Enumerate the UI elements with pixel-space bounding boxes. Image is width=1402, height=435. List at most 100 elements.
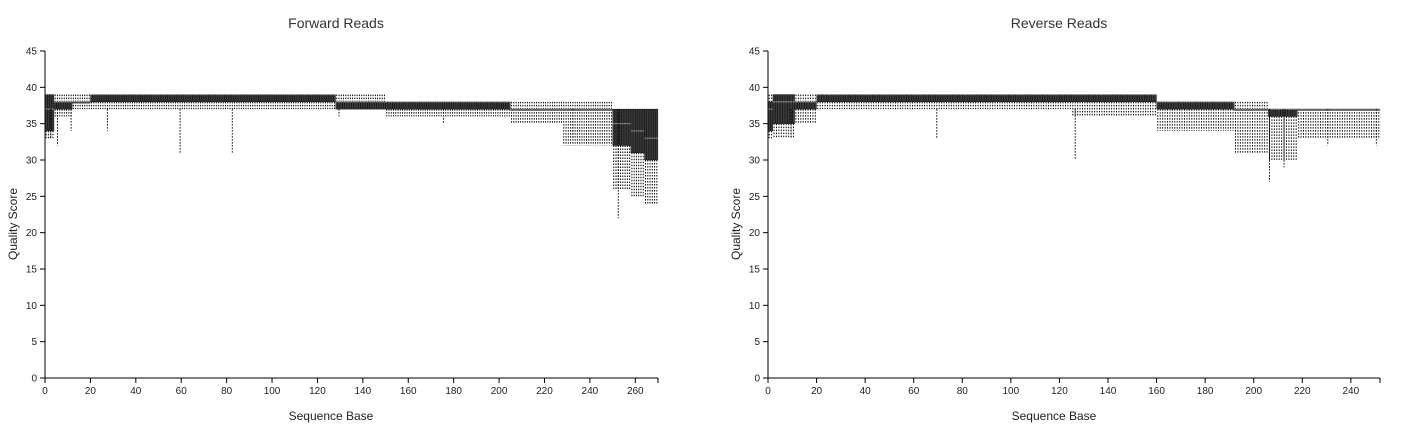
reverse-box-base: [1095, 94, 1099, 103]
reverse-box-base: [1054, 94, 1058, 103]
forward-box-base: [317, 94, 320, 103]
reverse-box-base: [860, 94, 863, 103]
forward-x-tick-label: 60: [176, 386, 188, 397]
forward-y-tick-label: 25: [26, 192, 38, 203]
forward-x-tick-label: 240: [582, 386, 599, 397]
reverse-x-tick-label: 40: [860, 386, 872, 397]
reverse-x-tick-label: 200: [1245, 386, 1262, 397]
reverse-x-tick-label: 220: [1294, 386, 1311, 397]
forward-box-base: [358, 101, 361, 110]
forward-box-base: [367, 101, 370, 110]
forward-box-base: [162, 94, 166, 103]
forward-box-base: [153, 94, 157, 103]
forward-box-base: [417, 101, 420, 110]
forward-box-base: [390, 101, 393, 110]
forward-box-base: [408, 101, 411, 110]
reverse-box-base: [930, 94, 934, 103]
reverse-y-tick-label: 5: [754, 337, 760, 348]
reverse-box-base: [976, 94, 980, 103]
forward-box-base: [360, 101, 363, 110]
forward-box-base: [626, 108, 629, 146]
forward-box-base: [376, 101, 379, 110]
reverse-box-base: [996, 94, 999, 103]
reverse-box-base: [998, 94, 1002, 103]
forward-box-base: [183, 94, 186, 103]
reverse-box-base: [1224, 101, 1228, 110]
forward-box-base: [340, 101, 343, 110]
forward-box-base: [199, 94, 202, 103]
reverse-box-base: [1039, 94, 1043, 103]
forward-box-base: [233, 94, 236, 103]
forward-box-base: [90, 94, 93, 103]
reverse-box-base: [1035, 94, 1038, 103]
forward-box-base: [63, 101, 66, 110]
forward-box-base: [419, 101, 422, 110]
reverse-box-base: [1212, 101, 1215, 110]
forward-box-base: [378, 101, 382, 110]
reverse-box-base: [925, 94, 929, 103]
reverse-box-base: [782, 94, 786, 124]
reverse-box-base: [1073, 94, 1077, 103]
reverse-box-base: [1171, 101, 1174, 110]
forward-box-base: [192, 94, 195, 103]
reverse-box-base: [775, 94, 778, 124]
forward-box-base: [149, 94, 152, 103]
reverse-box-base: [988, 94, 992, 103]
forward-box-base: [471, 101, 475, 110]
forward-box-base: [330, 94, 334, 103]
reverse-box-base: [1141, 94, 1145, 103]
forward-x-tick-label: 0: [42, 386, 48, 397]
reverse-y-tick-label: 40: [749, 83, 761, 94]
reverse-box-base: [806, 101, 810, 110]
reverse-box-base: [1156, 101, 1160, 110]
reverse-box-base: [865, 94, 868, 103]
forward-box-base: [310, 94, 313, 103]
forward-box-base: [351, 101, 354, 110]
forward-box-base: [47, 94, 50, 132]
forward-box-base: [94, 94, 98, 103]
reverse-box-base: [1273, 108, 1276, 117]
forward-x-tick-label: 180: [445, 386, 462, 397]
reverse-box-base: [879, 94, 883, 103]
forward-box-base: [290, 94, 293, 103]
reverse-box-base: [1117, 94, 1121, 103]
reverse-box-base: [784, 94, 788, 124]
reverse-box-base: [1047, 94, 1050, 103]
forward-box-base: [328, 94, 332, 103]
forward-box-base: [228, 94, 232, 103]
reverse-box-base: [1086, 94, 1089, 103]
reverse-box-base: [984, 94, 987, 103]
reverse-x-tick-label: 180: [1197, 386, 1214, 397]
forward-box-base: [446, 101, 450, 110]
reverse-box-base: [835, 94, 839, 103]
reverse-box-base: [797, 101, 800, 110]
forward-box-base: [53, 101, 57, 110]
reverse-box-base: [947, 94, 951, 103]
reverse-box-base: [1270, 108, 1274, 117]
reverse-box-base: [1066, 94, 1070, 103]
forward-x-tick-label: 260: [627, 386, 644, 397]
reverse-box-base: [1083, 94, 1087, 103]
forward-y-tick-label: 40: [26, 83, 38, 94]
reverse-box-base: [850, 94, 854, 103]
forward-box-base: [197, 94, 200, 103]
reverse-box-base: [831, 94, 834, 103]
reverse-box-base: [1229, 101, 1232, 110]
forward-x-tick-label: 20: [85, 386, 97, 397]
forward-box-base: [287, 94, 291, 103]
reverse-box-base: [877, 94, 880, 103]
reverse-box-base: [1202, 101, 1206, 110]
reverse-box-base: [1127, 94, 1130, 103]
forward-box-base: [128, 94, 132, 103]
forward-box-base: [115, 94, 118, 103]
forward-box-base: [185, 94, 189, 103]
reverse-y-axis-label: Quality Score: [729, 188, 743, 260]
forward-box-base: [315, 94, 318, 103]
forward-box-base: [301, 94, 304, 103]
reverse-box-base: [1032, 94, 1036, 103]
reverse-box-base: [959, 94, 963, 103]
forward-box-base: [467, 101, 470, 110]
reverse-y-tick-label: 35: [749, 119, 761, 130]
forward-box-base: [135, 94, 139, 103]
forward-box-base: [176, 94, 180, 103]
